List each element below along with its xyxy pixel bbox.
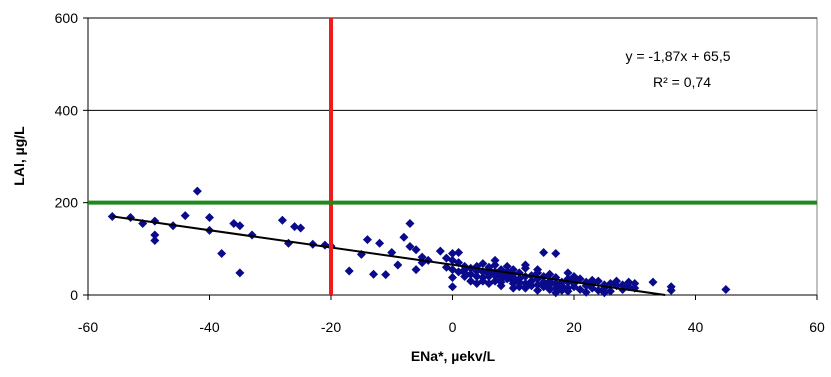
data-point <box>575 274 585 284</box>
trendline-group <box>112 215 666 296</box>
data-point <box>624 277 634 287</box>
data-point <box>563 268 573 278</box>
r-squared-label: R² = 0,74 <box>653 74 711 90</box>
x-tick-label: 0 <box>449 319 457 335</box>
x-tick-label: -60 <box>78 319 98 335</box>
data-point <box>405 218 415 228</box>
data-point <box>630 278 640 288</box>
data-point <box>496 272 506 282</box>
data-point <box>533 268 543 278</box>
trendline-equation: y = -1,87x + 65,5 <box>625 48 730 64</box>
data-point <box>150 236 160 246</box>
data-point <box>150 230 160 240</box>
x-tick-label: 60 <box>809 319 825 335</box>
data-point <box>472 272 482 282</box>
y-axis-label: LAl, µg/L <box>11 126 27 186</box>
data-point <box>539 248 549 258</box>
y-tick-label: 0 <box>70 287 78 303</box>
data-point <box>290 222 300 232</box>
data-point <box>435 246 445 256</box>
data-point <box>235 268 245 278</box>
data-point <box>545 280 555 290</box>
data-point <box>381 270 391 280</box>
data-point <box>514 282 524 292</box>
data-point <box>526 281 536 291</box>
data-point <box>551 248 561 258</box>
data-point <box>533 285 543 295</box>
x-tick-label: 40 <box>688 319 704 335</box>
x-tick-label: -20 <box>321 319 341 335</box>
plot-area <box>87 17 818 296</box>
data-point <box>520 263 530 273</box>
data-point <box>296 223 306 233</box>
data-point <box>502 261 512 271</box>
data-point <box>508 283 518 293</box>
data-point <box>581 287 591 297</box>
data-point <box>508 272 518 282</box>
data-point <box>454 248 464 258</box>
data-point <box>448 282 457 292</box>
data-point <box>387 248 397 258</box>
data-point <box>192 186 202 196</box>
data-point <box>508 265 518 275</box>
data-point <box>496 281 506 291</box>
data-point <box>205 212 214 222</box>
data-point <box>217 248 227 258</box>
data-point <box>235 221 245 231</box>
data-point <box>599 288 609 298</box>
data-point <box>490 255 500 265</box>
x-tick-label: -40 <box>199 319 219 335</box>
data-point <box>484 269 494 279</box>
data-point <box>593 276 603 286</box>
data-point <box>369 269 379 279</box>
data-point <box>666 285 676 295</box>
data-point <box>605 286 615 296</box>
axes: 0 200 400 600 -60 -40 -20 0 20 40 60 <box>55 10 825 335</box>
data-point <box>411 265 421 275</box>
data-point <box>648 277 658 287</box>
data-point <box>362 235 372 245</box>
data-point <box>375 238 385 248</box>
data-point <box>721 284 731 294</box>
reference-lines <box>88 18 817 295</box>
data-point <box>508 278 518 288</box>
x-axis-label: ENa*, µekv/L <box>411 348 496 364</box>
data-point <box>490 260 500 270</box>
data-point <box>563 286 573 296</box>
data-point <box>399 232 409 242</box>
y-tick-label: 200 <box>55 195 79 211</box>
data-point <box>484 278 494 288</box>
data-point <box>478 259 488 269</box>
data-point <box>405 242 415 252</box>
data-point <box>551 288 561 298</box>
data-point <box>448 272 457 282</box>
data-point <box>545 284 555 294</box>
y-tick-label: 600 <box>55 10 79 26</box>
x-tick-label: 20 <box>566 319 582 335</box>
data-point <box>587 275 597 285</box>
y-tick-label: 400 <box>55 102 79 118</box>
data-point <box>180 211 190 221</box>
data-point <box>344 266 354 276</box>
data-point <box>514 277 524 287</box>
data-point <box>277 215 287 225</box>
data-point <box>448 248 457 258</box>
trendline <box>112 215 666 296</box>
data-point <box>545 269 555 279</box>
data-point <box>393 260 403 270</box>
data-point <box>612 276 622 286</box>
data-point <box>411 245 421 255</box>
